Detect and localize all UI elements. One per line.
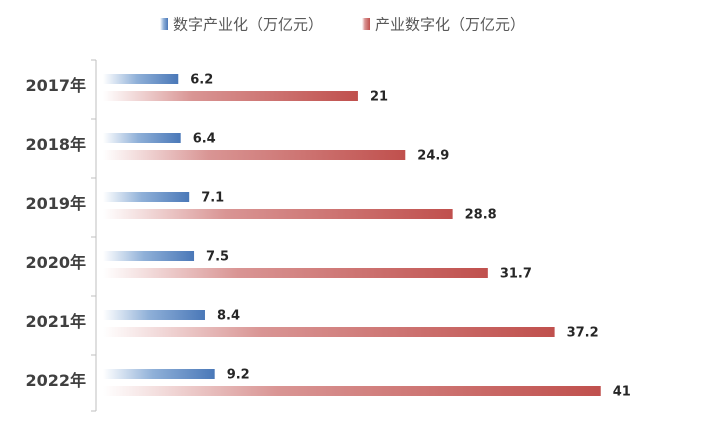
data-label: 28.8 xyxy=(465,208,497,223)
category-axis: 2017年 2018年 2019年 2020年 2021年 2022年 xyxy=(25,59,97,412)
bar-0 xyxy=(103,133,181,143)
legend: 数字产业化（万亿元） 产业数字化（万亿元） xyxy=(160,16,525,34)
legend-swatch-1 xyxy=(362,18,370,30)
category-label: 2019年 xyxy=(25,194,86,213)
data-label: 21 xyxy=(370,90,388,105)
bar-1 xyxy=(103,386,601,396)
bar-0 xyxy=(103,74,179,84)
data-label: 37.2 xyxy=(567,326,599,341)
data-label: 6.4 xyxy=(193,132,216,147)
bar-1 xyxy=(103,150,406,160)
category-label: 2020年 xyxy=(25,253,86,272)
bar-0 xyxy=(103,310,205,320)
bar-0 xyxy=(103,369,215,379)
data-label: 41 xyxy=(613,385,631,400)
category-label: 2022年 xyxy=(25,371,86,390)
bar-1 xyxy=(103,209,453,219)
bar-0 xyxy=(103,192,190,202)
data-label: 8.4 xyxy=(217,309,240,324)
category-label: 2018年 xyxy=(25,135,86,154)
data-label: 9.2 xyxy=(227,368,250,383)
legend-label-0: 数字产业化（万亿元） xyxy=(173,16,323,34)
data-label: 7.1 xyxy=(201,191,224,206)
category-label: 2021年 xyxy=(25,312,86,331)
data-label: 7.5 xyxy=(206,250,229,265)
bar-0 xyxy=(103,251,195,261)
legend-swatch-0 xyxy=(160,18,168,30)
bar-1 xyxy=(103,327,555,337)
legend-label-1: 产业数字化（万亿元） xyxy=(375,16,525,34)
bar-1 xyxy=(103,268,488,278)
bars: 6.2 21 6.4 24.9 7.1 28.8 7.5 31.7 8.4 37.2 9.2 41 xyxy=(103,73,631,400)
category-label: 2017年 xyxy=(25,76,86,95)
data-label: 24.9 xyxy=(417,149,449,164)
data-label: 31.7 xyxy=(500,267,532,282)
data-label: 6.2 xyxy=(190,73,213,88)
bar-1 xyxy=(103,91,358,101)
